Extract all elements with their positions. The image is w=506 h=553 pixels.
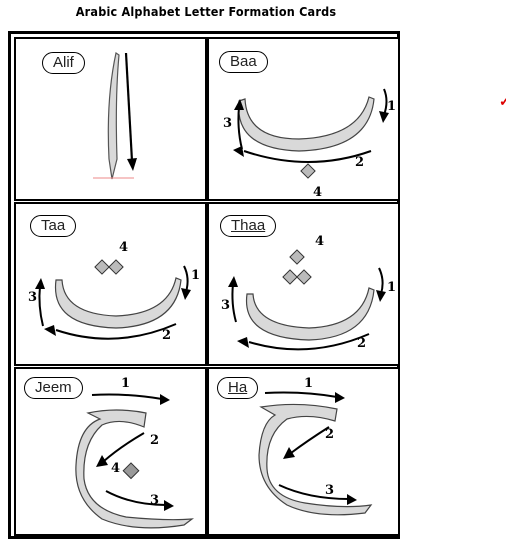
red-check-mark: ✓ <box>499 93 506 109</box>
baa-letter-drawing <box>233 88 389 179</box>
card-baa: Baa 1 2 3 4 <box>207 37 400 201</box>
card-label-ha: Ha <box>217 377 259 399</box>
stroke-number-4: 4 <box>315 234 325 249</box>
alif-letter-drawing <box>93 52 137 180</box>
cards-grid: Alif Baa 1 2 3 4 <box>8 31 400 539</box>
card-jeem: Jeem 1 2 3 4 <box>14 367 207 536</box>
taa-letter-drawing <box>35 259 191 340</box>
stroke-number-3: 3 <box>28 290 38 305</box>
stroke-number-1: 1 <box>304 376 314 391</box>
jeem-letter-drawing <box>75 393 195 529</box>
stroke-number-4: 4 <box>119 240 129 255</box>
card-alif: Alif <box>14 37 207 201</box>
ha-letter-drawing <box>258 391 373 516</box>
stroke-number-2: 2 <box>150 433 160 448</box>
card-label-taa: Taa <box>30 215 77 237</box>
thaa-letter-drawing <box>228 249 386 351</box>
stroke-number-1: 1 <box>121 376 131 391</box>
card-label-jeem: Jeem <box>24 377 83 399</box>
stroke-number-3: 3 <box>221 298 231 313</box>
stroke-number-4: 4 <box>313 185 323 200</box>
stroke-number-2: 2 <box>162 328 172 343</box>
stroke-number-4: 4 <box>111 461 121 476</box>
stroke-number-1: 1 <box>387 99 397 114</box>
stroke-number-3: 3 <box>223 116 233 131</box>
stroke-number-1: 1 <box>387 280 397 295</box>
stroke-number-1: 1 <box>191 268 201 283</box>
stroke-number-2: 2 <box>355 155 365 170</box>
card-ha: Ha 1 2 3 <box>207 367 400 536</box>
card-label-thaa: Thaa <box>220 215 277 237</box>
stroke-number-2: 2 <box>357 336 367 351</box>
card-label-baa: Baa <box>219 51 268 73</box>
card-label-alif: Alif <box>42 52 85 74</box>
card-taa: Taa 1 2 3 4 <box>14 202 207 366</box>
card-thaa: Thaa 1 2 3 4 <box>207 202 400 366</box>
page-title: Arabic Alphabet Letter Formation Cards <box>75 4 337 19</box>
stroke-number-2: 2 <box>325 427 335 442</box>
stroke-number-3: 3 <box>150 493 160 508</box>
stroke-number-3: 3 <box>325 483 335 498</box>
